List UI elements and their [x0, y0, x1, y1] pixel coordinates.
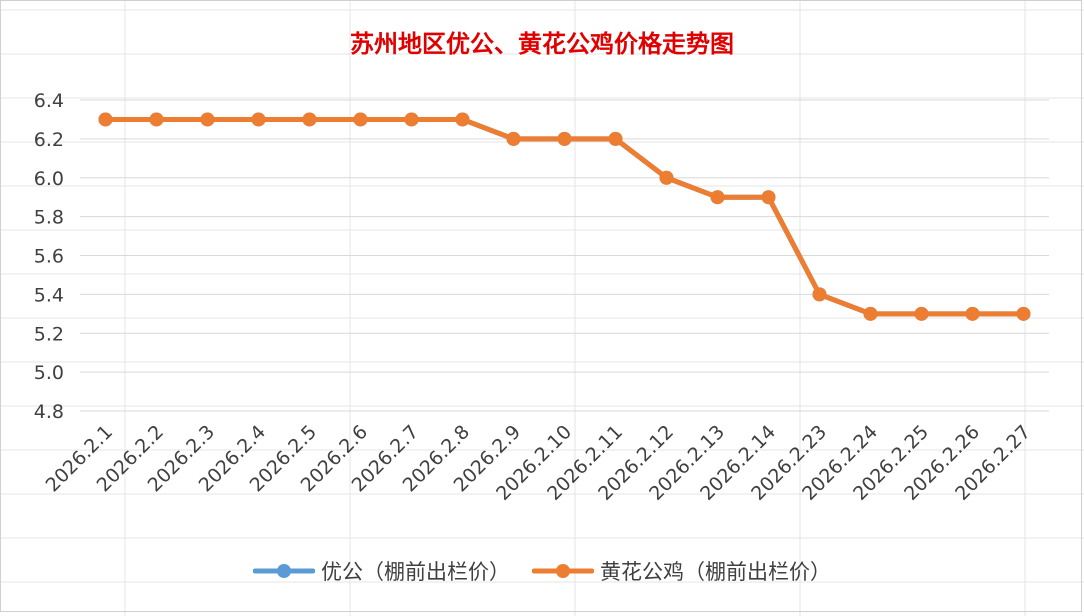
- legend: 优公（棚前出栏价） 黄花公鸡（棚前出栏价）: [0, 556, 1084, 586]
- y-tick-label: 5.4: [34, 284, 64, 306]
- data-point-1: [863, 306, 878, 321]
- y-tick-label: 5.2: [34, 323, 64, 345]
- data-point-1: [914, 306, 929, 321]
- data-point-1: [1016, 306, 1031, 321]
- data-point-1: [659, 170, 674, 185]
- y-tick-label: 5.8: [34, 207, 64, 229]
- data-point-1: [812, 287, 827, 302]
- data-point-1: [455, 112, 470, 127]
- y-tick-label: 6.2: [34, 129, 64, 151]
- y-tick-label: 6.0: [34, 168, 64, 190]
- y-tick-label: 4.8: [34, 401, 64, 423]
- data-point-1: [302, 112, 317, 127]
- y-tick-label: 6.4: [34, 90, 64, 112]
- data-point-1: [251, 112, 266, 127]
- data-point-1: [149, 112, 164, 127]
- legend-item-huanghua-gongji: 黄花公鸡（棚前出栏价）: [532, 556, 831, 586]
- data-point-1: [404, 112, 419, 127]
- legend-marker-youngong: [253, 564, 315, 578]
- legend-item-youngong: 优公（棚前出栏价）: [253, 556, 510, 586]
- data-point-1: [710, 190, 725, 205]
- legend-label-huanghua-gongji: 黄花公鸡（棚前出栏价）: [600, 560, 831, 584]
- chart-title: 苏州地区优公、黄花公鸡价格走势图: [350, 29, 734, 58]
- data-point-1: [353, 112, 368, 127]
- data-point-1: [608, 131, 623, 146]
- legend-label-youngong: 优公（棚前出栏价）: [321, 560, 510, 584]
- legend-marker-huanghua-gongji: [532, 564, 594, 578]
- data-point-1: [98, 112, 113, 127]
- data-point-1: [965, 306, 980, 321]
- data-point-1: [761, 190, 776, 205]
- y-tick-label: 5.6: [34, 246, 64, 268]
- data-point-1: [200, 112, 215, 127]
- data-point-1: [506, 131, 521, 146]
- y-tick-label: 5.0: [34, 362, 64, 384]
- data-point-1: [557, 131, 572, 146]
